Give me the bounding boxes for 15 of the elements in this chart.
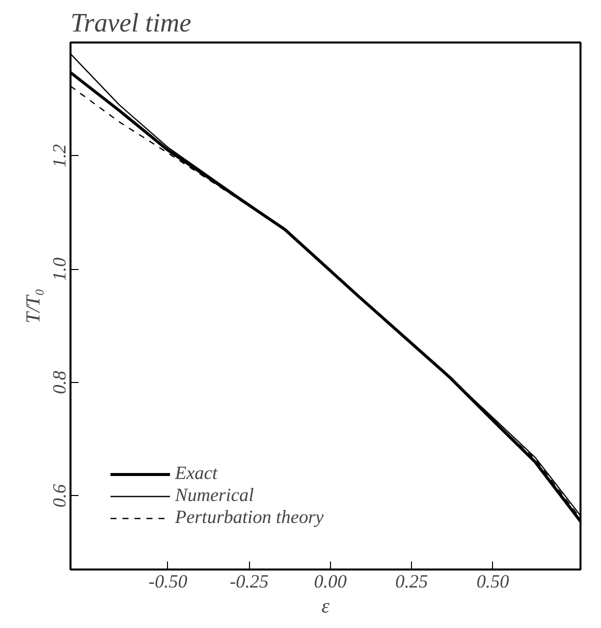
chart-title: Travel time (70, 8, 192, 38)
x-axis-title: ε (322, 596, 330, 618)
y-tick-label: 1.0 (50, 256, 70, 281)
legend-label: Numerical (175, 485, 254, 507)
x-tick-label: 0.50 (476, 572, 510, 592)
x-tick-label: -0.25 (230, 572, 269, 592)
x-tick-label: 0.25 (395, 572, 428, 592)
legend-label: Perturbation theory (175, 507, 324, 529)
x-tick-label: 0.00 (314, 572, 348, 592)
legend-label: Exact (175, 463, 218, 485)
y-tick-label: 1.2 (50, 144, 70, 168)
y-tick-label: 0.6 (50, 484, 70, 508)
x-tick-label: -0.50 (148, 572, 188, 592)
y-tick-label: 0.8 (50, 370, 70, 394)
y-axis-title: T/T₀ (22, 288, 44, 324)
